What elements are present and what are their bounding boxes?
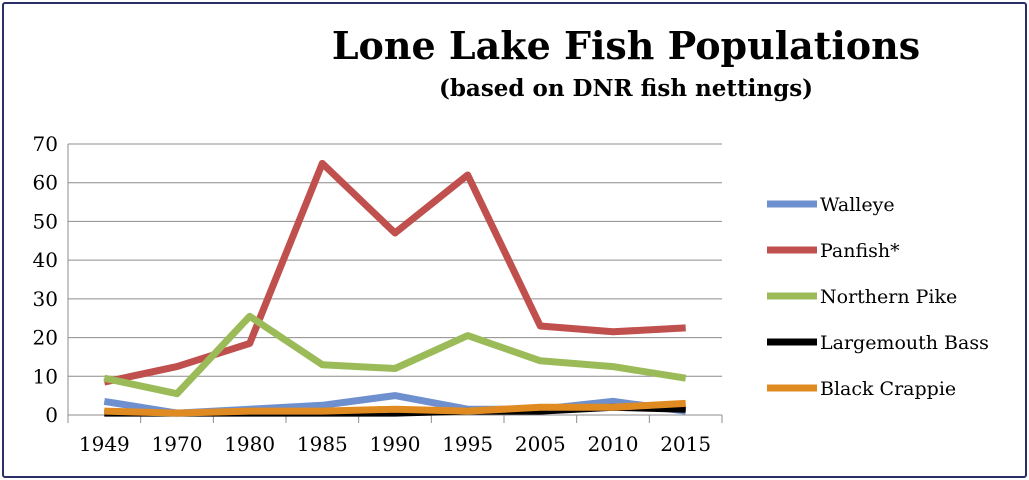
y-tick-label: 40 — [33, 248, 58, 272]
x-tick-label: 1970 — [152, 432, 203, 456]
chart-title: Lone Lake Fish Populations — [332, 23, 920, 68]
x-tick-label: 2005 — [515, 432, 566, 456]
legend-label: Northern Pike — [820, 286, 957, 308]
legend-label: Black Crappie — [820, 378, 956, 400]
series-line-northern-pike — [103, 312, 687, 398]
legend-label: Walleye — [820, 194, 895, 216]
x-tick-label: 1980 — [224, 432, 275, 456]
y-tick-label: 0 — [45, 403, 58, 427]
y-tick-label: 50 — [33, 209, 58, 233]
x-tick-label: 1995 — [442, 432, 493, 456]
y-axis-ticks: 0 10 20 30 40 50 60 70 — [33, 132, 58, 427]
x-tick-label: 1949 — [79, 432, 130, 456]
chart-subtitle: (based on DNR fish nettings) — [439, 75, 813, 102]
axes — [67, 144, 723, 423]
y-tick-label: 10 — [33, 364, 58, 388]
legend-label: Largemouth Bass — [820, 332, 989, 354]
legend: Walleye Panfish* Northern Pike Largemouth B… — [767, 194, 989, 400]
y-tick-label: 60 — [33, 171, 58, 195]
y-tick-label: 20 — [33, 326, 58, 350]
series-line-black-crappie — [104, 399, 686, 417]
x-axis-ticks: 1949 1970 1980 1985 1990 1995 2005 2010 2015 — [79, 432, 711, 456]
line-chart: Lone Lake Fish Populations (based on DNR… — [33, 23, 989, 456]
series-lines — [103, 159, 687, 417]
x-tick-label: 1985 — [297, 432, 348, 456]
x-tick-label: 2010 — [588, 432, 639, 456]
x-tick-label: 1990 — [370, 432, 421, 456]
series-line-panfish — [103, 159, 686, 386]
legend-label: Panfish* — [820, 240, 900, 262]
y-tick-label: 30 — [33, 287, 58, 311]
y-tick-label: 70 — [33, 132, 58, 156]
x-tick-label: 2015 — [660, 432, 711, 456]
gridlines — [68, 143, 722, 377]
